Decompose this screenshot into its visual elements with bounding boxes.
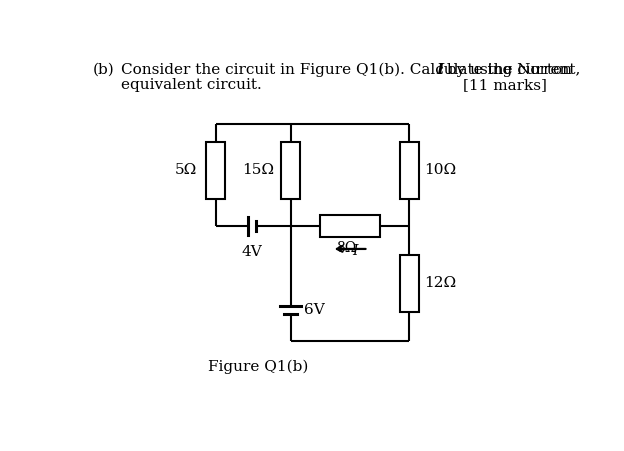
Text: I: I	[353, 244, 358, 258]
Text: 8Ω: 8Ω	[336, 241, 356, 255]
Text: Figure Q1(b): Figure Q1(b)	[208, 360, 308, 374]
Text: equivalent circuit.: equivalent circuit.	[120, 78, 261, 92]
Text: 5Ω: 5Ω	[175, 163, 197, 177]
Bar	[206, 142, 225, 199]
Text: (b): (b)	[92, 63, 114, 77]
Text: Consider the circuit in Figure Q1(b). Calculate the current,: Consider the circuit in Figure Q1(b). Ca…	[120, 63, 585, 77]
Text: I: I	[436, 63, 443, 77]
Bar	[319, 215, 380, 237]
Bar	[281, 142, 300, 199]
Text: by using Norton: by using Norton	[442, 63, 572, 77]
Text: 4V: 4V	[241, 245, 263, 259]
Text: 6V: 6V	[305, 303, 325, 317]
Text: 15Ω: 15Ω	[242, 163, 274, 177]
Text: [11 marks]: [11 marks]	[463, 78, 547, 92]
Bar	[399, 142, 419, 199]
Text: 12Ω: 12Ω	[424, 276, 456, 290]
Text: 10Ω: 10Ω	[424, 163, 456, 177]
Bar	[399, 255, 419, 312]
